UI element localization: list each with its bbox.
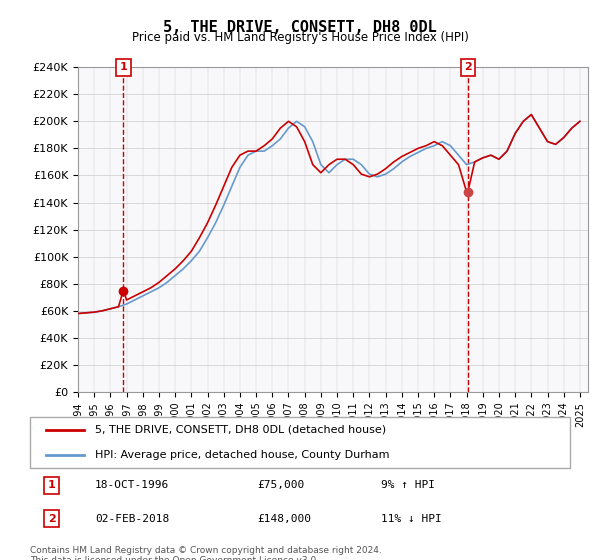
Text: 02-FEB-2018: 02-FEB-2018 bbox=[95, 514, 169, 524]
Text: 2: 2 bbox=[464, 62, 472, 72]
Text: £75,000: £75,000 bbox=[257, 480, 304, 490]
Text: HPI: Average price, detached house, County Durham: HPI: Average price, detached house, Coun… bbox=[95, 450, 389, 460]
Text: 9% ↑ HPI: 9% ↑ HPI bbox=[381, 480, 435, 490]
Text: 5, THE DRIVE, CONSETT, DH8 0DL (detached house): 5, THE DRIVE, CONSETT, DH8 0DL (detached… bbox=[95, 425, 386, 435]
Text: 1: 1 bbox=[48, 480, 55, 490]
Text: 2: 2 bbox=[48, 514, 55, 524]
Text: 11% ↓ HPI: 11% ↓ HPI bbox=[381, 514, 442, 524]
Text: £148,000: £148,000 bbox=[257, 514, 311, 524]
FancyBboxPatch shape bbox=[30, 417, 570, 468]
Text: Price paid vs. HM Land Registry's House Price Index (HPI): Price paid vs. HM Land Registry's House … bbox=[131, 31, 469, 44]
Text: Contains HM Land Registry data © Crown copyright and database right 2024.
This d: Contains HM Land Registry data © Crown c… bbox=[30, 546, 382, 560]
Text: 1: 1 bbox=[119, 62, 127, 72]
Text: 18-OCT-1996: 18-OCT-1996 bbox=[95, 480, 169, 490]
Text: 5, THE DRIVE, CONSETT, DH8 0DL: 5, THE DRIVE, CONSETT, DH8 0DL bbox=[163, 20, 437, 35]
